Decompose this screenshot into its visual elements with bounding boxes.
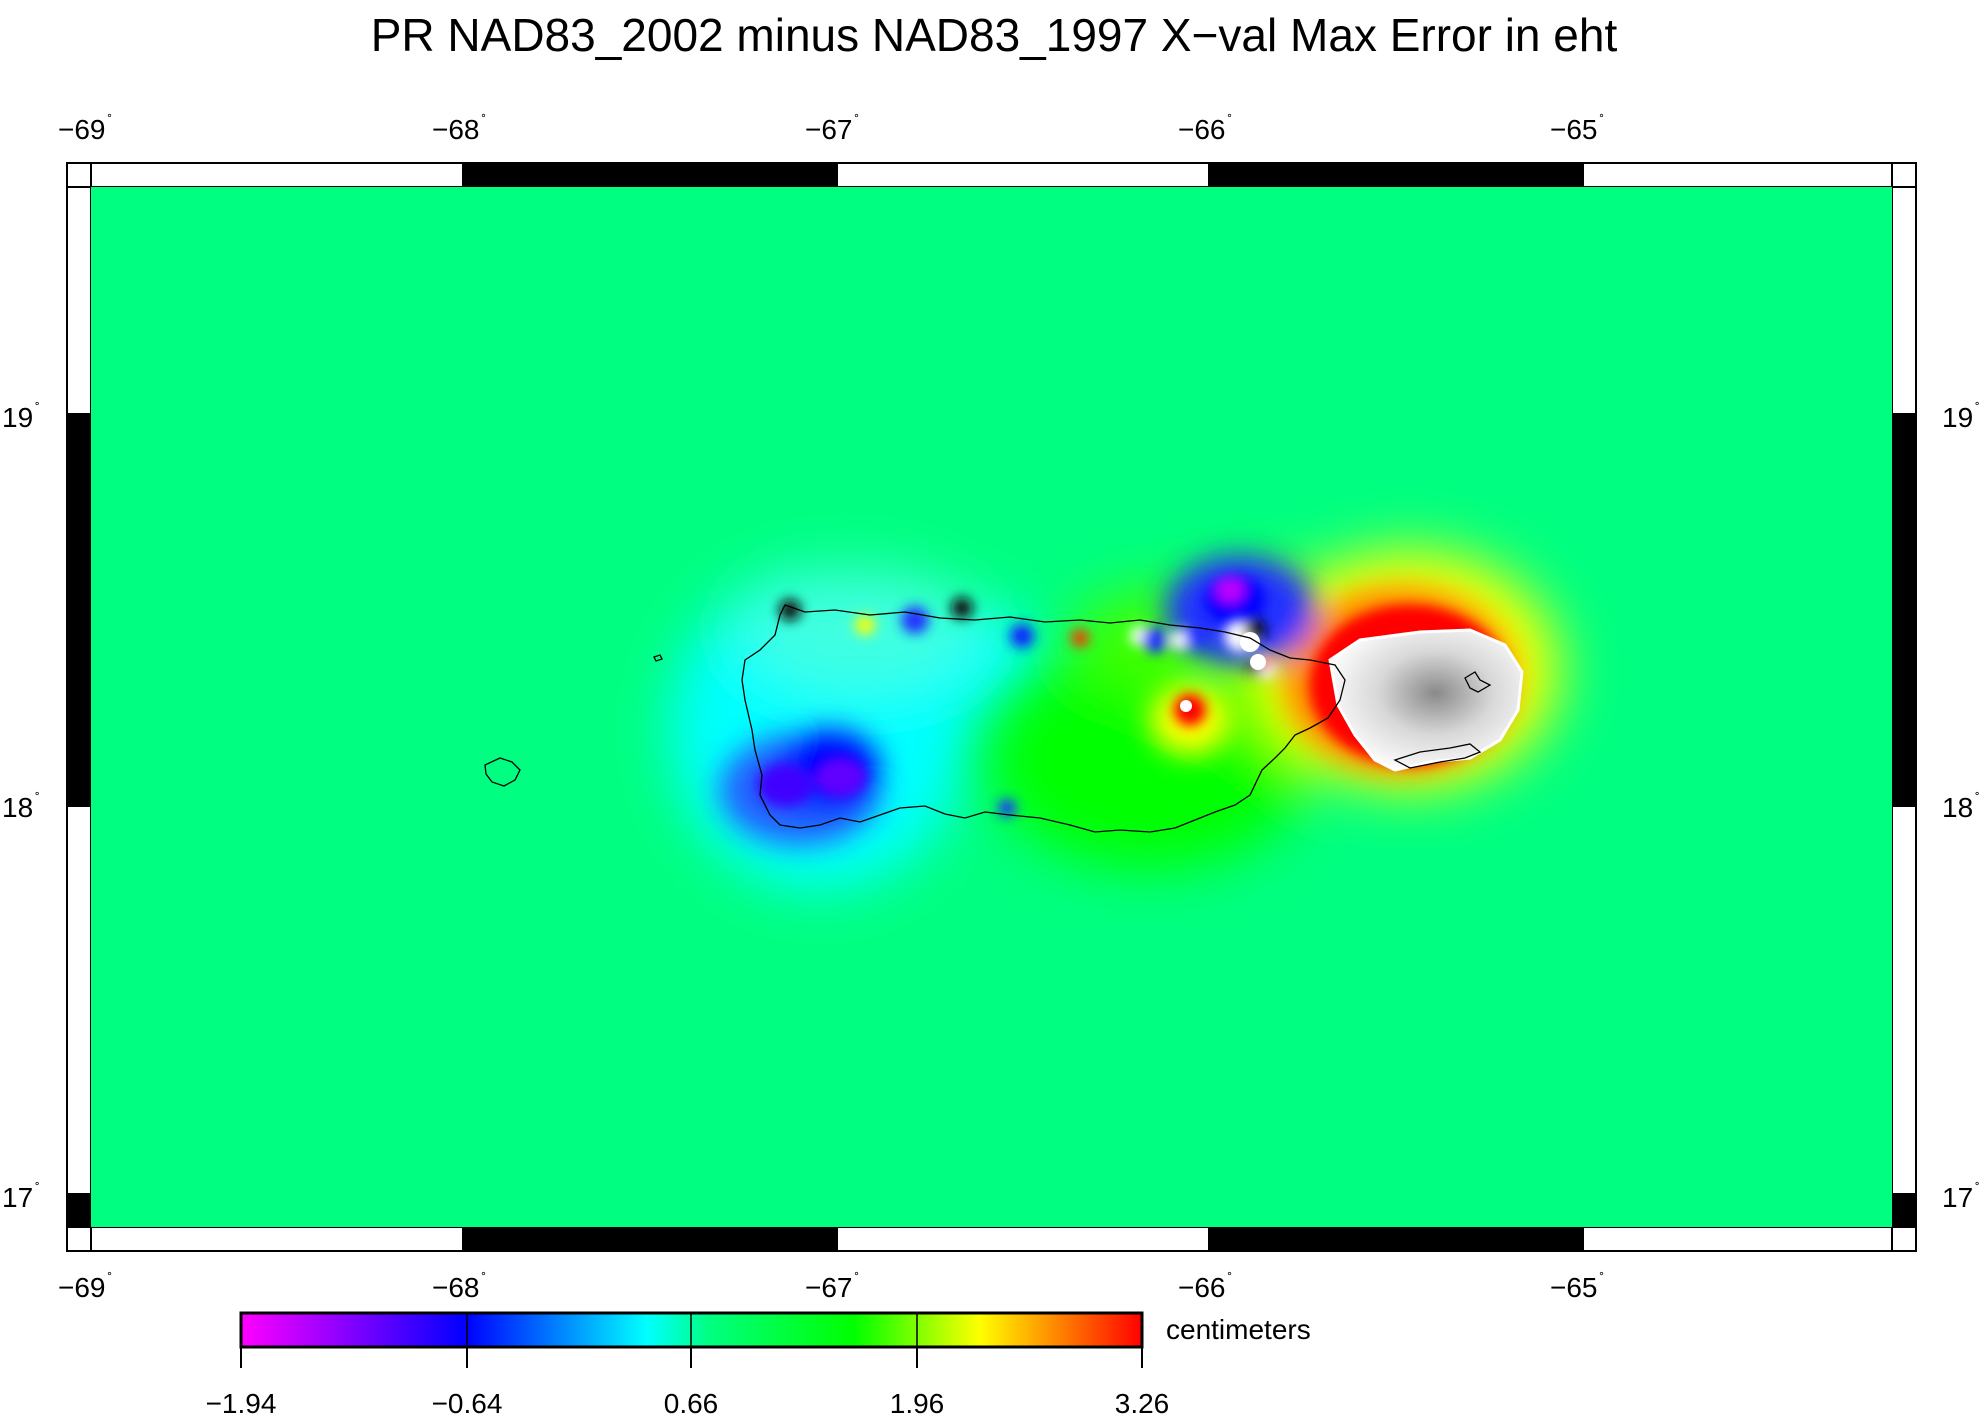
lat-label-left-17: 17 ˚ [2, 1180, 40, 1213]
lon-label-bottom-65: −65 ˚ [1550, 1270, 1605, 1303]
lon-label-top-68: −68 ˚ [432, 112, 487, 145]
colorbar-unit-label: centimeters [1166, 1314, 1311, 1345]
coastline [484, 604, 1492, 833]
colorbar [239, 1311, 1144, 1368]
lon-label-bottom-68: −68 ˚ [432, 1270, 487, 1303]
lon-label-top-65: −65 ˚ [1550, 112, 1605, 145]
colorbar-tick-label: 3.26 [1114, 1388, 1170, 1419]
lat-label-right-17: 17 ˚ [1942, 1180, 1980, 1213]
lon-label-bottom-67: −67 ˚ [805, 1270, 860, 1303]
lon-label-top-67: −67 ˚ [805, 112, 860, 145]
lat-label-right-19: 19 ˚ [1942, 400, 1980, 433]
colorbar-tick-label: 1.96 [889, 1388, 945, 1419]
lat-label-left-18: 18 ˚ [2, 790, 40, 823]
lon-label-top-69: −69 ˚ [58, 112, 113, 145]
colorbar-tick-label: −0.64 [431, 1388, 503, 1419]
colorbar-tick-label: 0.66 [663, 1388, 719, 1419]
lat-label-left-19: 19 ˚ [2, 400, 40, 433]
error-surface [91, 187, 1892, 1227]
lat-label-right-18: 18 ˚ [1942, 790, 1980, 823]
lon-label-bottom-69: −69 ˚ [58, 1270, 113, 1303]
lon-label-top-66: −66 ˚ [1178, 112, 1233, 145]
colorbar-tick-label: −1.94 [205, 1388, 277, 1419]
lon-label-bottom-66: −66 ˚ [1178, 1270, 1233, 1303]
map-title: PR NAD83_2002 minus NAD83_1997 X−val Max… [370, 9, 1618, 61]
